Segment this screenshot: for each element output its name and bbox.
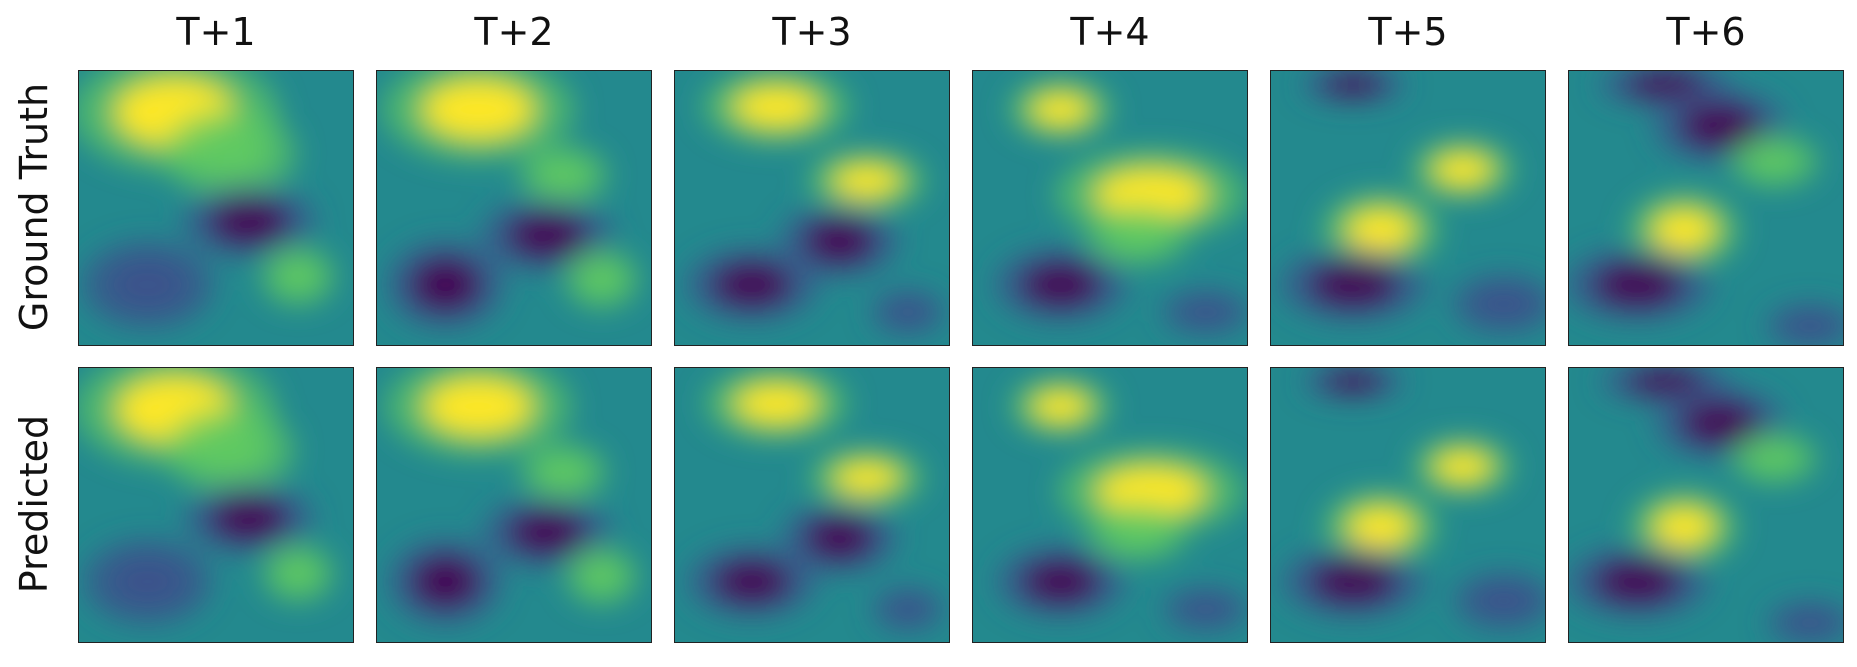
field-plot [973, 368, 1247, 642]
ground-truth-panel-4 [972, 70, 1248, 346]
field-blob-core [276, 556, 320, 591]
column-title-t6: T+6 [1666, 10, 1746, 54]
field-plot [79, 71, 353, 345]
ground-truth-panel-3 [674, 70, 950, 346]
field-plot [1271, 71, 1545, 345]
field-blob-core [276, 258, 321, 295]
field-blob-core [1626, 368, 1704, 395]
column-title-t1: T+1 [176, 10, 256, 54]
ground-truth-panel-1 [78, 70, 354, 346]
field-blob-core [1652, 505, 1716, 549]
field-blob-core [1323, 371, 1383, 393]
column-title-t5: T+5 [1368, 10, 1448, 54]
field-blob-core [1179, 298, 1233, 326]
field-blob-core [1029, 91, 1092, 127]
row-label-predicted: Predicted [12, 414, 56, 594]
column-title-t4: T+4 [1070, 10, 1150, 54]
field-blob-core [1345, 208, 1416, 252]
field-blob-core [537, 157, 590, 193]
field-blob-core [580, 559, 623, 594]
row-label-ground-truth: Ground Truth [12, 82, 56, 332]
field-blob-core [1346, 505, 1415, 549]
field-blob-core [209, 199, 289, 244]
column-title-t3: T+3 [772, 10, 852, 54]
field-blob-core [1107, 515, 1168, 550]
field-blob-core [732, 84, 821, 129]
predicted-panel-3 [674, 367, 950, 643]
field-blob-core [1309, 262, 1398, 307]
field-blob-core [1680, 103, 1760, 148]
field-blob-core [831, 163, 902, 199]
field-blob-core [1651, 208, 1717, 252]
field-blob-core [411, 556, 480, 608]
field-blob-core [1030, 389, 1091, 424]
field-blob-core [1681, 401, 1758, 445]
field-plot [377, 368, 651, 642]
field-blob-core [109, 556, 186, 608]
predicted-panel-4 [972, 367, 1248, 643]
field-blob-core [1783, 312, 1837, 339]
field-plot [675, 71, 949, 345]
ground-truth-panel-2 [376, 70, 652, 346]
field-plot [79, 368, 353, 642]
predicted-panel-6 [1568, 367, 1844, 643]
field-blob-core [1625, 71, 1705, 98]
field-blob-core [537, 455, 589, 490]
field-plot [377, 71, 651, 345]
field-blob-core [885, 298, 930, 326]
field-blob-core [1322, 73, 1384, 96]
field-blob-core [579, 261, 624, 297]
field-blob-core [1021, 262, 1101, 307]
field-blob-core [423, 376, 534, 437]
column-title-t2: T+2 [474, 10, 554, 54]
field-plot [1569, 71, 1843, 345]
field-plot [1271, 368, 1545, 642]
ground-truth-panel-6 [1568, 70, 1844, 346]
field-blob-core [1022, 560, 1099, 603]
field-blob-core [1748, 146, 1801, 177]
field-blob-core [421, 78, 536, 141]
field-blob-core [210, 497, 288, 540]
predicted-panel-1 [78, 367, 354, 643]
field-blob-core [108, 258, 187, 312]
field-plot [973, 71, 1247, 345]
field-blob-core [191, 424, 268, 476]
field-blob-core [1432, 152, 1494, 188]
field-blob-core [1310, 560, 1396, 603]
ground-truth-panel-5 [1270, 70, 1546, 346]
field-blob-core [886, 596, 930, 622]
field-blob-core [1784, 610, 1836, 636]
field-blob-core [712, 262, 792, 307]
field-plot [675, 368, 949, 642]
field-blob-core [507, 213, 587, 258]
field-blob-core [713, 560, 790, 603]
field-blob-core [1433, 449, 1493, 484]
predicted-panel-5 [1270, 367, 1546, 643]
field-blob-core [1594, 560, 1681, 603]
field-blob-core [190, 126, 270, 180]
field-blob-core [1474, 583, 1534, 618]
field-blob-core [1106, 217, 1169, 253]
predicted-panel-2 [376, 367, 652, 643]
field-blob-core [1473, 286, 1535, 322]
field-blob-core [832, 460, 901, 495]
field-blob-core [410, 258, 481, 312]
field-blob-core [804, 218, 875, 263]
field-blob-core [1180, 596, 1232, 622]
field-blob-core [733, 382, 819, 425]
field-blob-core [508, 511, 586, 554]
field-blob-core [1095, 465, 1207, 517]
field-blob-core [1593, 262, 1682, 307]
field-plot [1569, 368, 1843, 642]
field-blob-core [805, 516, 874, 560]
field-blob-core [1748, 443, 1801, 474]
